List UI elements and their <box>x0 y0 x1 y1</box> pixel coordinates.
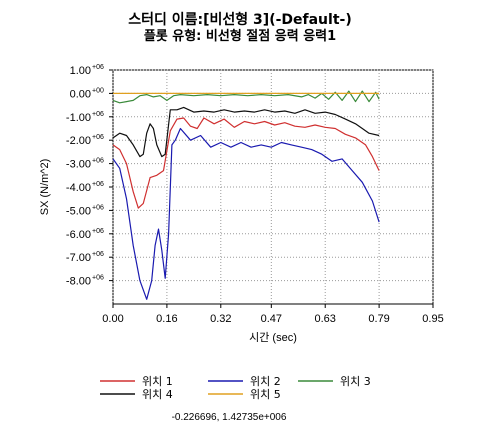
y-tick-exponent: +06 <box>92 181 104 188</box>
series-lines <box>112 90 380 300</box>
y-tick-label: -3.00 <box>66 159 91 171</box>
y-tick-label: -7.00 <box>66 252 91 264</box>
y-tick-exponent: +00 <box>92 87 104 94</box>
coordinate-readout: -0.226696, 1.42735e+006 <box>172 412 287 423</box>
y-tick-label: -8.00 <box>66 276 91 288</box>
x-axis-label: 시간 (sec) <box>249 331 297 344</box>
legend: 위치 1 위치 2 위치 3 위치 4 위치 5 <box>100 375 371 401</box>
y-tick-exponent: +06 <box>92 111 104 118</box>
grid <box>112 69 434 304</box>
y-tick-exponent: +06 <box>92 158 104 165</box>
y-tick-exponent: +06 <box>92 64 104 71</box>
y-tick-label: -4.00 <box>66 182 91 194</box>
legend-label-2: 위치 2 <box>250 375 281 388</box>
x-tick-label: 0.47 <box>261 313 282 325</box>
y-tick-label: -1.00 <box>66 112 91 124</box>
x-tick-label: 0.32 <box>210 313 231 325</box>
y-tick-exponent: +06 <box>92 275 104 282</box>
series-line-4[interactable] <box>112 106 380 158</box>
x-tick-label: 0.00 <box>102 313 123 325</box>
x-tick-label: 0.16 <box>156 313 177 325</box>
y-tick-label: -5.00 <box>66 205 91 217</box>
y-tick-label: 1.00 <box>70 65 91 77</box>
series-line-3[interactable] <box>112 90 380 104</box>
legend-label-4: 위치 4 <box>142 388 173 401</box>
y-tick-label: -6.00 <box>66 229 91 241</box>
y-tick-exponent: +06 <box>92 251 104 258</box>
y-axis-ticks: 1.00 +060.00 +00-1.00 +06-2.00 +06-3.00 +06-4… <box>66 64 113 288</box>
x-tick-label: 0.95 <box>422 313 443 325</box>
chart-subtitle: 플롯 유형: 비선형 절점 응력 응력1 <box>144 28 336 44</box>
y-tick-exponent: +06 <box>92 134 104 141</box>
x-axis-ticks: 0.00 0.16 0.32 0.47 0.63 0.79 0.95 <box>102 304 444 325</box>
y-tick-exponent: +06 <box>92 228 104 235</box>
x-tick-label: 0.79 <box>368 313 389 325</box>
series-line-2[interactable] <box>112 127 380 300</box>
y-tick-exponent: +06 <box>92 204 104 211</box>
legend-label-3: 위치 3 <box>340 375 371 388</box>
y-axis-label: SX (N/m^2) <box>39 159 51 216</box>
y-tick-label: 0.00 <box>70 88 91 100</box>
x-tick-label: 0.63 <box>314 313 335 325</box>
legend-label-1: 위치 1 <box>142 375 173 388</box>
legend-label-5: 위치 5 <box>250 388 281 401</box>
y-tick-label: -2.00 <box>66 135 91 147</box>
chart-title: 스터디 이름:[비선형 3](-Default-) <box>128 11 351 28</box>
series-line-1[interactable] <box>112 117 380 209</box>
